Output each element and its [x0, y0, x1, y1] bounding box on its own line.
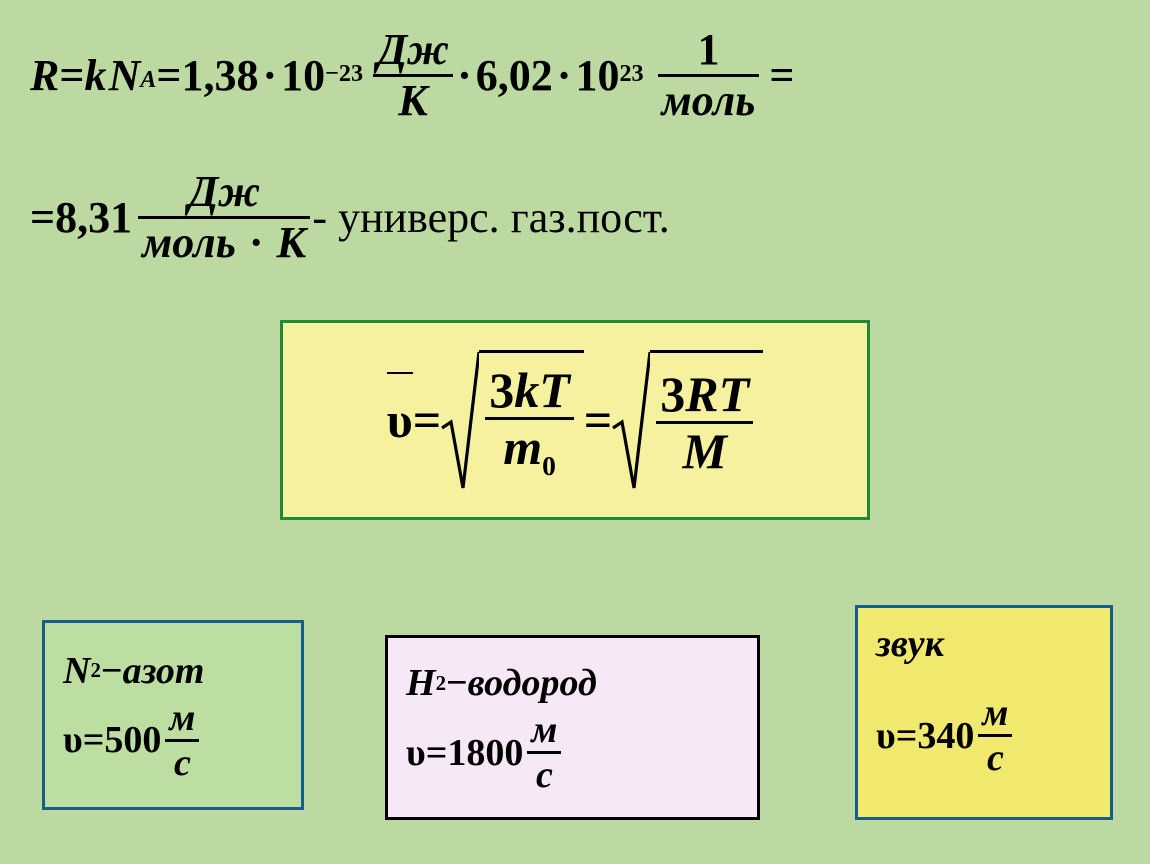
dash-h: − — [446, 661, 468, 705]
m-h: м — [527, 711, 561, 751]
radical-icon-2 — [612, 350, 650, 490]
nitrogen-label-row: N 2 − азот — [63, 649, 283, 693]
op-eq-f2: = — [584, 391, 613, 449]
op-eq-f1: = — [413, 391, 442, 449]
sym-N2: N — [63, 649, 90, 693]
dot1: · — [258, 50, 281, 101]
gas-const-description: - универс. газ.пост. — [310, 192, 669, 243]
sound-value-row: υ = 340 м с — [876, 694, 1092, 777]
overbar — [387, 372, 413, 374]
formula-rms-speed-box: υ = 3kT m0 = — [280, 320, 870, 520]
unit-mps-s: м с — [978, 694, 1012, 777]
T2: T — [719, 366, 750, 422]
val-n: 500 — [104, 718, 161, 762]
unit-molK: моль · К — [138, 219, 310, 265]
eq-n: = — [83, 718, 105, 762]
ten1: 10 — [281, 50, 325, 101]
sym-N: N — [106, 50, 140, 101]
eq-h: = — [426, 731, 448, 775]
sub-A: A — [140, 66, 156, 94]
unit-mps-h: м с — [527, 711, 561, 794]
lead-eq: = — [30, 192, 55, 243]
name-hydrogen: водород — [468, 661, 597, 705]
dot2: · — [453, 50, 476, 101]
M: M — [679, 424, 731, 476]
eq-s: = — [896, 714, 918, 758]
v-sym-n: υ — [63, 718, 83, 762]
sqrt-3kT-m0: 3kT m0 — [441, 350, 584, 490]
sym-k: k — [84, 50, 106, 101]
equation-gas-constant-derivation: R = k N A = 1,38 · 10 −23 Дж К · 6,02 · … — [30, 28, 794, 123]
unit-J-per-K: Дж К — [373, 28, 453, 123]
sub-2-n: 2 — [90, 658, 100, 683]
sym-vbar: υ — [387, 392, 413, 448]
frac-3RT-M: 3RT M — [656, 369, 753, 476]
val-s: 340 — [917, 714, 974, 758]
v-sym-h: υ — [406, 731, 426, 775]
name-sound: звук — [876, 622, 944, 666]
unit-J-per-molK: Дж моль · К — [138, 170, 310, 265]
s-h: с — [532, 754, 557, 794]
val-h: 1800 — [447, 731, 523, 775]
trail-eq: = — [759, 50, 794, 101]
three: 3 — [489, 362, 514, 418]
formula-rms-speed: υ = 3kT m0 = — [307, 350, 843, 490]
unit-per-mol: 1 моль — [658, 28, 760, 123]
unit-J: Дж — [373, 28, 453, 74]
k2: k — [514, 362, 539, 418]
op-eq2: = — [156, 50, 181, 101]
num-3RT: 3RT — [656, 369, 753, 421]
equation-gas-constant-result: = 8,31 Дж моль · К - универс. газ.пост. — [30, 170, 670, 265]
frac-3kT-m0: 3kT m0 — [485, 365, 574, 480]
val-k: 1,38 — [181, 50, 258, 101]
unit-K2: К — [277, 218, 307, 267]
unit-K: К — [394, 77, 432, 123]
den-m0: m0 — [499, 420, 560, 480]
sym-H2: H — [406, 661, 436, 705]
R2: R — [685, 366, 718, 422]
T1: T — [539, 362, 570, 418]
hydrogen-label-row: H 2 − водород — [406, 661, 739, 705]
val-Na: 6,02 — [476, 50, 553, 101]
val-R: 8,31 — [55, 192, 132, 243]
s-n: с — [170, 742, 195, 782]
num-3kT: 3kT — [485, 365, 574, 417]
sym-R: R — [30, 50, 59, 101]
m-s: м — [978, 694, 1012, 734]
nitrogen-value-row: υ = 500 м с — [63, 699, 283, 782]
unit-mol: моль — [658, 77, 760, 123]
exp2: 23 — [619, 60, 643, 88]
m-n: м — [165, 699, 199, 739]
unit-mps-n: м с — [165, 699, 199, 782]
sound-label-row: звук — [876, 622, 1092, 666]
sqrt-3RT-M: 3RT M — [612, 350, 763, 490]
op-eq: = — [59, 50, 84, 101]
one: 1 — [694, 28, 724, 74]
radical-icon — [441, 350, 479, 490]
unit-J2: Дж — [184, 170, 264, 216]
s-s: с — [983, 737, 1008, 777]
hydrogen-speed-box: H 2 − водород υ = 1800 м с — [385, 635, 760, 820]
dot4: · — [247, 218, 266, 267]
unit-mol2: моль — [142, 218, 236, 267]
three2: 3 — [660, 366, 685, 422]
ten2: 10 — [575, 50, 619, 101]
dot3: · — [553, 50, 576, 101]
v-sym-s: υ — [876, 714, 896, 758]
dash-n: − — [101, 649, 123, 693]
m: m — [503, 419, 542, 475]
name-nitrogen: азот — [123, 649, 205, 693]
nitrogen-speed-box: N 2 − азот υ = 500 м с — [42, 620, 304, 810]
exp1: −23 — [325, 60, 363, 88]
sound-speed-box: звук υ = 340 м с — [855, 605, 1113, 820]
sub0: 0 — [542, 450, 556, 481]
hydrogen-value-row: υ = 1800 м с — [406, 711, 739, 794]
sub-2-h: 2 — [436, 671, 446, 696]
